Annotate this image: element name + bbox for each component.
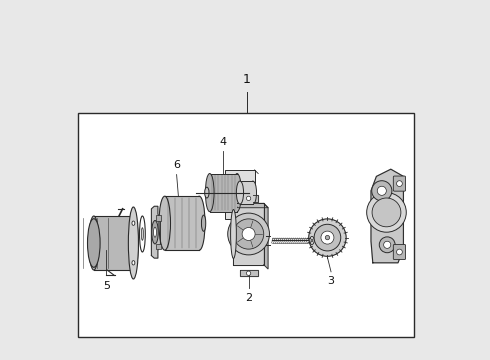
Ellipse shape [311, 239, 313, 242]
Circle shape [321, 231, 334, 244]
Ellipse shape [128, 207, 139, 279]
Polygon shape [233, 203, 264, 265]
Bar [94, 216, 133, 270]
Circle shape [314, 224, 341, 251]
Ellipse shape [205, 187, 209, 198]
Bar [240, 181, 253, 204]
Bar [156, 244, 161, 249]
Circle shape [367, 193, 406, 232]
Bar [210, 174, 237, 212]
Circle shape [377, 186, 386, 195]
Ellipse shape [249, 181, 257, 204]
Ellipse shape [233, 174, 242, 212]
Ellipse shape [141, 228, 144, 240]
Text: 5: 5 [103, 281, 110, 291]
Text: 1: 1 [243, 73, 251, 86]
Text: 4: 4 [220, 136, 227, 147]
Ellipse shape [201, 215, 206, 231]
Ellipse shape [231, 210, 236, 258]
Text: 2: 2 [245, 293, 252, 303]
Ellipse shape [205, 174, 214, 212]
Ellipse shape [132, 221, 135, 225]
Circle shape [228, 213, 270, 255]
Bar [165, 196, 199, 250]
Ellipse shape [153, 227, 156, 237]
Ellipse shape [128, 216, 139, 270]
FancyBboxPatch shape [393, 176, 406, 191]
Circle shape [246, 196, 251, 201]
Bar [156, 215, 161, 221]
Text: 6: 6 [173, 160, 180, 170]
Circle shape [233, 219, 264, 249]
Circle shape [372, 198, 401, 227]
Polygon shape [264, 203, 268, 269]
Ellipse shape [132, 261, 135, 265]
Ellipse shape [140, 216, 145, 252]
Ellipse shape [236, 181, 244, 204]
FancyBboxPatch shape [393, 244, 406, 260]
Polygon shape [233, 203, 268, 208]
Polygon shape [371, 169, 403, 263]
Polygon shape [240, 270, 258, 276]
Polygon shape [151, 206, 160, 258]
Text: 3: 3 [327, 276, 335, 287]
Circle shape [384, 241, 391, 248]
Circle shape [379, 237, 395, 253]
Ellipse shape [152, 220, 158, 244]
Circle shape [396, 249, 402, 255]
Polygon shape [240, 195, 258, 202]
Ellipse shape [310, 237, 314, 244]
Bar [225, 170, 255, 219]
Circle shape [246, 271, 251, 275]
Bar [77, 113, 414, 337]
Ellipse shape [194, 196, 205, 250]
Ellipse shape [159, 196, 171, 250]
Circle shape [372, 181, 392, 201]
Circle shape [396, 181, 402, 186]
Circle shape [325, 235, 330, 240]
Ellipse shape [89, 216, 99, 270]
Circle shape [309, 219, 346, 256]
Circle shape [242, 228, 255, 240]
Ellipse shape [88, 219, 100, 267]
